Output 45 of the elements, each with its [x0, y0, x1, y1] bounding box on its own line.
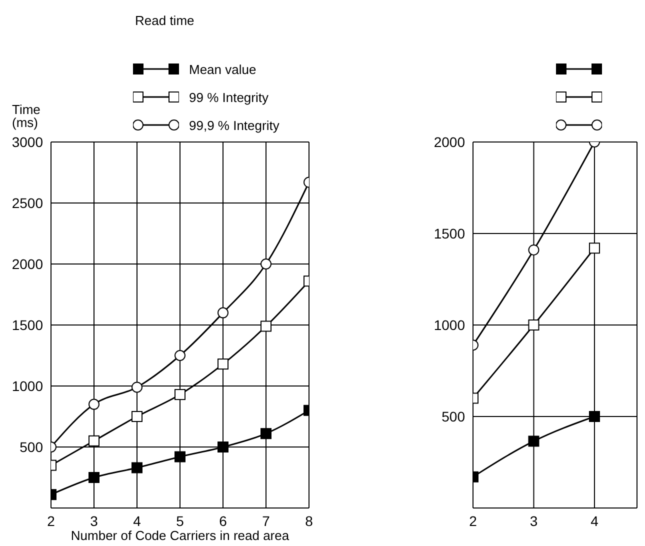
point	[132, 462, 142, 474]
x-tick-label: 6	[219, 512, 228, 529]
point	[132, 411, 142, 422]
x-tick-label: 3	[530, 512, 538, 529]
x-tick-label: 7	[262, 512, 270, 529]
point	[218, 358, 228, 370]
y-tick-label: 2000	[434, 134, 466, 150]
point	[260, 320, 272, 332]
x-tick-label: 4	[133, 512, 142, 529]
legend-label: 99,9 % Integrity	[189, 118, 280, 132]
point	[218, 442, 228, 452]
y-axis-title: Time (ms)	[12, 102, 42, 130]
point	[588, 242, 600, 254]
point	[528, 320, 540, 330]
point	[218, 307, 228, 318]
point	[174, 389, 186, 400]
point	[260, 428, 272, 440]
legend-label: 99 % Integrity	[189, 90, 268, 104]
point	[174, 350, 186, 361]
y-tick-label: 1500	[434, 225, 466, 242]
y-tick-label: 500	[442, 408, 466, 424]
y-tick-label: 1000	[12, 378, 44, 394]
x-tick-label: 8	[305, 512, 314, 529]
x-tick-label: 5	[176, 512, 184, 529]
point	[174, 451, 186, 462]
point	[132, 382, 142, 393]
point	[88, 472, 100, 483]
y-tick-label: 2500	[12, 194, 44, 211]
x-tick-label: 4	[590, 512, 599, 529]
point	[88, 435, 100, 446]
x-tick-label: 3	[90, 512, 98, 529]
point	[528, 436, 540, 447]
y-tick-label: 2000	[12, 256, 44, 272]
y-tick-label: 500	[20, 438, 44, 455]
y-tick-label: 3000	[12, 134, 44, 150]
point	[588, 411, 600, 422]
point	[260, 258, 272, 270]
point	[88, 398, 100, 410]
y-tick-label: 1500	[12, 316, 44, 333]
x-axis-title: Number of Code Carriers in read area	[70, 528, 290, 543]
y-tick-label: 1000	[434, 316, 466, 333]
x-tick-label: 2	[47, 512, 56, 529]
legend-label: Mean value	[189, 62, 256, 76]
x-tick-label: 2	[469, 512, 478, 529]
chart-title: Read time	[135, 13, 194, 28]
